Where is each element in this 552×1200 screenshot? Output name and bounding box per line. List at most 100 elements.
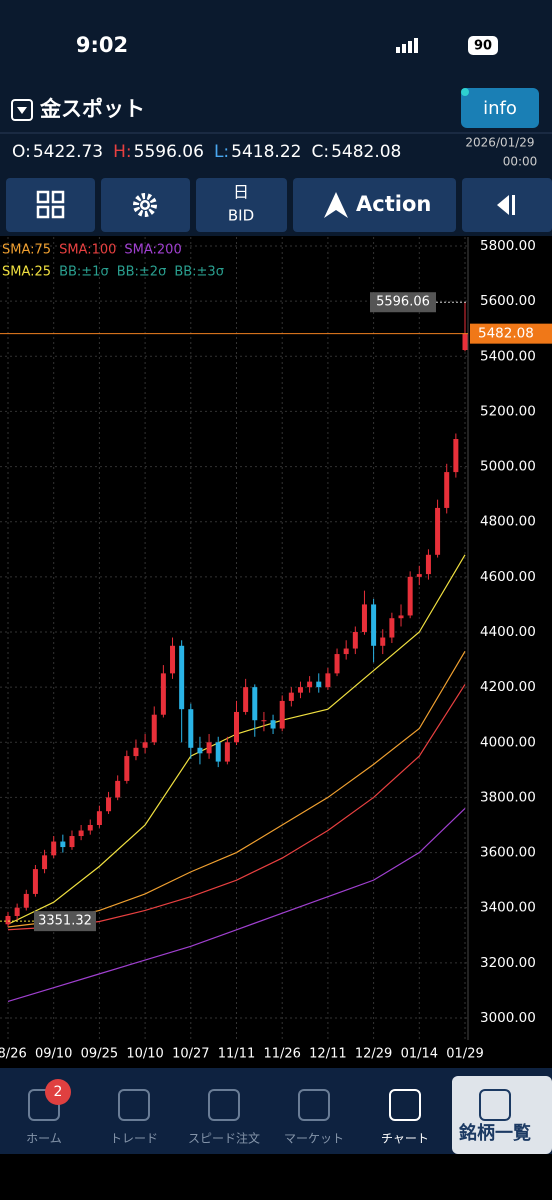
candle-body [96,811,102,825]
dropdown[interactable] [11,99,33,121]
candle-body [371,604,377,646]
candle-body [188,709,194,748]
nav-label[interactable]: 銘柄一覧 [459,1122,531,1144]
candle-body [224,742,230,762]
candle-body [425,554,431,575]
candle-body [60,841,66,848]
candle-body [416,574,422,577]
x-tick-label: 11/11 [218,1047,255,1062]
badge-count: 2 [54,1084,63,1100]
x-tick-label: 10/10 [126,1047,163,1062]
candle-body [270,720,276,729]
candle-body [288,692,294,701]
candle-body [69,836,75,848]
x-tick-label: 01/29 [446,1047,483,1062]
nav-icon[interactable] [479,1089,511,1121]
period-label[interactable]: 日 [233,183,249,202]
candle-body [179,645,185,710]
candle-body [261,720,267,722]
action-icon [324,192,348,218]
candle-body [42,855,48,870]
gear-icon [133,193,157,217]
chart: 3000.00 3200.00 3400.00 3600.00 3800.00 4000.… [0,237,552,1065]
candle-body [316,681,322,688]
candle-body [133,747,139,757]
candle-body [380,637,386,646]
info-label[interactable]: info [483,98,517,119]
nav-label[interactable]: スピード注文 [188,1131,260,1146]
low-label: 3351.32 [38,914,92,929]
toolbar [6,178,552,232]
nav-icon[interactable] [28,1089,60,1121]
grid-icon [36,190,65,219]
price-type[interactable]: BID [228,207,254,225]
layout-button[interactable] [6,178,95,232]
y-tick-label: 5000.00 [480,459,536,475]
collapse-bar [512,195,515,215]
nav-label[interactable]: マーケット [284,1132,344,1146]
candle-body [170,645,176,674]
battery-level: 90 [474,39,492,54]
nav-label[interactable]: チャート [381,1132,429,1146]
candle-body [325,673,331,688]
candle-body [297,687,303,693]
collapse-icon [497,195,509,215]
candle-body [206,742,212,754]
nav-label[interactable]: トレード [110,1132,158,1146]
current-label: 5482.08 [478,326,534,342]
action-button[interactable] [293,178,456,232]
plot-bg [0,237,552,1065]
y-tick-label: 4600.00 [480,569,536,585]
y-tick-label: 4000.00 [480,734,536,750]
candle-body [462,333,468,351]
x-tick-label: 12/29 [355,1047,392,1062]
legend-item: BB:±3σ [174,265,224,280]
nav-label[interactable]: ホーム [26,1132,62,1146]
info-button[interactable] [461,88,539,128]
candle-body [115,780,121,798]
legend-item: SMA:200 [124,243,181,258]
candle-body [407,576,413,616]
x-tick-label: 09/10 [35,1047,72,1062]
candle-body [151,714,157,743]
y-tick-label: 4200.00 [480,679,536,695]
y-tick-label: 3400.00 [480,900,536,916]
x-tick-label: 10/27 [172,1047,209,1062]
candle-body [106,797,112,812]
battery [468,36,498,55]
ohlc-value: 5596.06 [134,142,204,162]
bar-date: 2026/01/29 [465,136,534,150]
nav-icon[interactable] [298,1089,330,1121]
legend-item: SMA:25 [2,265,51,280]
ohlc-key: O: [12,142,31,162]
candle-body [453,439,459,473]
nav-icon[interactable] [208,1089,240,1121]
period-button[interactable] [196,178,287,232]
candle-body [23,893,29,908]
x-tick-label: 12/11 [309,1047,346,1062]
low-tag [34,911,96,932]
ohlc-value: 5418.22 [231,142,301,162]
candle-body [142,742,148,748]
x-tick-label: 08/26 [0,1047,27,1062]
bar-time: 00:00 [503,155,538,169]
ohlc-key: H: [113,142,132,162]
y-tick-label: 5800.00 [480,238,536,254]
nav-active-bg [452,1076,552,1154]
y-tick-label: 5600.00 [480,293,536,309]
nav-icon[interactable] [389,1089,421,1121]
clock: 9:02 [76,33,128,57]
y-tick-label: 4800.00 [480,514,536,530]
y-tick-label: 3200.00 [480,955,536,971]
ohlc: O: 5422.73 H: 5596.06 L: 5418.22 C: 5482.08 [12,142,401,162]
x-tick-label: 09/25 [81,1047,118,1062]
legend-item: BB:±1σ [59,265,109,280]
candle-body [435,507,441,555]
candle-body [87,825,93,831]
candle-body [343,648,349,655]
candle-body [197,747,203,754]
symbol[interactable]: 金スポット [39,97,145,121]
candle-body [234,711,239,743]
nav-icon[interactable] [118,1089,150,1121]
action-label[interactable]: Action [356,192,431,216]
